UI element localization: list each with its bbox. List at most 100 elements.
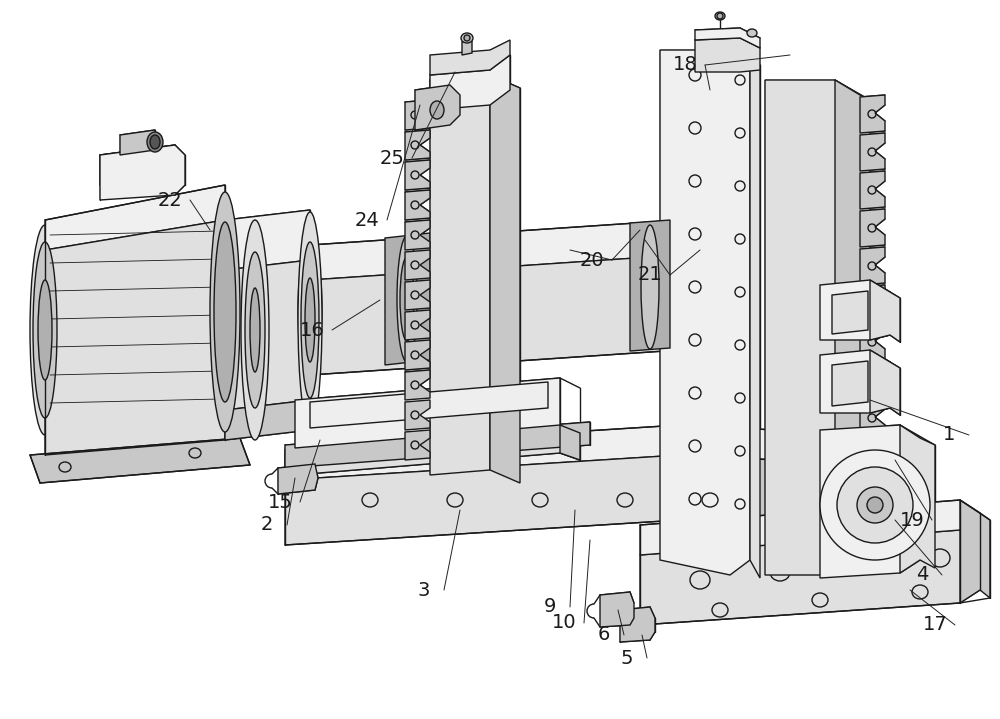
Polygon shape <box>870 350 900 415</box>
Polygon shape <box>860 323 885 361</box>
Polygon shape <box>660 50 750 575</box>
Ellipse shape <box>301 242 319 398</box>
Ellipse shape <box>400 257 414 341</box>
Ellipse shape <box>867 497 883 513</box>
Ellipse shape <box>461 33 473 43</box>
Ellipse shape <box>305 278 315 362</box>
Text: 25: 25 <box>380 149 404 168</box>
Polygon shape <box>860 209 885 247</box>
Ellipse shape <box>635 622 641 628</box>
Ellipse shape <box>715 12 725 20</box>
Polygon shape <box>832 361 868 406</box>
Polygon shape <box>225 400 310 440</box>
Polygon shape <box>120 130 155 155</box>
Ellipse shape <box>641 225 659 349</box>
Polygon shape <box>695 38 760 72</box>
Polygon shape <box>405 430 430 460</box>
Polygon shape <box>860 171 885 209</box>
Polygon shape <box>860 475 885 513</box>
Text: 10: 10 <box>552 613 576 633</box>
Polygon shape <box>640 500 980 555</box>
Text: 24: 24 <box>355 211 379 229</box>
Text: 6: 6 <box>598 626 610 644</box>
Text: 18: 18 <box>673 55 697 75</box>
Polygon shape <box>405 130 430 160</box>
Polygon shape <box>278 464 318 494</box>
Ellipse shape <box>210 192 240 432</box>
Text: 21: 21 <box>638 265 662 285</box>
Polygon shape <box>225 260 310 410</box>
Polygon shape <box>310 220 680 280</box>
Text: 17: 17 <box>923 615 947 634</box>
Ellipse shape <box>747 29 757 37</box>
Ellipse shape <box>717 13 723 19</box>
Polygon shape <box>490 75 520 483</box>
Ellipse shape <box>397 236 417 362</box>
Polygon shape <box>405 160 430 190</box>
Polygon shape <box>100 145 185 200</box>
Polygon shape <box>860 399 885 437</box>
Ellipse shape <box>147 132 163 152</box>
Polygon shape <box>832 291 868 334</box>
Polygon shape <box>285 455 870 545</box>
Polygon shape <box>860 133 885 171</box>
Ellipse shape <box>430 101 444 119</box>
Polygon shape <box>620 607 655 642</box>
Ellipse shape <box>837 467 913 543</box>
Text: 5: 5 <box>621 649 633 667</box>
Polygon shape <box>415 85 460 130</box>
Text: 22: 22 <box>158 191 182 209</box>
Ellipse shape <box>38 280 52 380</box>
Polygon shape <box>405 250 430 280</box>
Text: 4: 4 <box>916 566 928 585</box>
Ellipse shape <box>670 220 690 350</box>
Polygon shape <box>860 247 885 285</box>
Polygon shape <box>960 500 990 603</box>
Ellipse shape <box>30 225 60 435</box>
Polygon shape <box>225 210 310 270</box>
Ellipse shape <box>214 222 236 402</box>
Ellipse shape <box>33 242 57 418</box>
Polygon shape <box>430 55 510 110</box>
Text: 1: 1 <box>943 426 955 444</box>
Ellipse shape <box>245 252 265 408</box>
Polygon shape <box>100 145 175 185</box>
Polygon shape <box>680 445 920 530</box>
Polygon shape <box>295 378 560 448</box>
Ellipse shape <box>150 135 160 149</box>
Ellipse shape <box>632 620 644 630</box>
Ellipse shape <box>820 450 930 560</box>
Ellipse shape <box>298 212 322 428</box>
Text: 3: 3 <box>418 580 430 600</box>
Polygon shape <box>405 190 430 220</box>
Text: 2: 2 <box>261 516 273 534</box>
Polygon shape <box>860 361 885 399</box>
Polygon shape <box>860 437 885 475</box>
Polygon shape <box>640 530 980 625</box>
Polygon shape <box>405 370 430 400</box>
Text: 15: 15 <box>268 493 292 511</box>
Polygon shape <box>295 425 580 475</box>
Ellipse shape <box>250 288 260 372</box>
Polygon shape <box>45 220 225 455</box>
Polygon shape <box>430 40 510 75</box>
Polygon shape <box>630 220 670 351</box>
Polygon shape <box>30 438 250 483</box>
Ellipse shape <box>857 487 893 523</box>
Polygon shape <box>285 425 870 480</box>
Text: 20: 20 <box>580 250 604 270</box>
Ellipse shape <box>241 220 269 440</box>
Polygon shape <box>860 513 885 551</box>
Polygon shape <box>835 80 870 575</box>
Polygon shape <box>870 280 900 342</box>
Polygon shape <box>405 280 430 310</box>
Polygon shape <box>600 592 634 627</box>
Polygon shape <box>385 233 430 365</box>
Polygon shape <box>560 425 580 460</box>
Polygon shape <box>730 50 760 578</box>
Polygon shape <box>820 425 920 578</box>
Polygon shape <box>820 280 890 340</box>
Text: 19: 19 <box>900 510 924 529</box>
Polygon shape <box>900 425 935 573</box>
Polygon shape <box>860 285 885 323</box>
